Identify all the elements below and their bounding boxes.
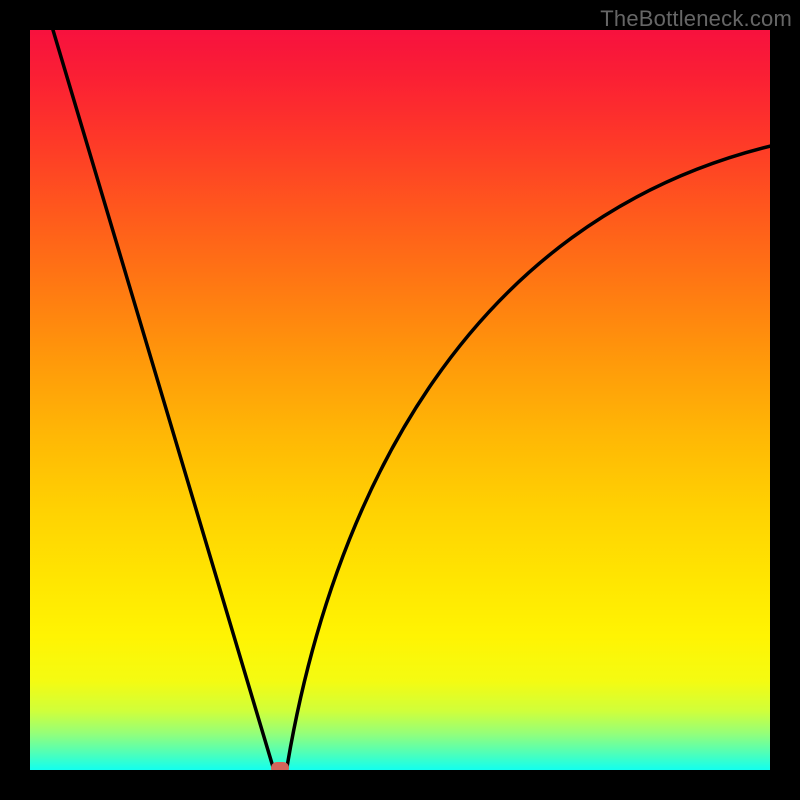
watermark-text: TheBottleneck.com: [600, 6, 792, 32]
curve-layer: [30, 30, 770, 770]
optimum-marker: [271, 762, 289, 770]
bottleneck-curve: [50, 30, 770, 767]
chart-frame: TheBottleneck.com: [0, 0, 800, 800]
plot-area: [30, 30, 770, 770]
